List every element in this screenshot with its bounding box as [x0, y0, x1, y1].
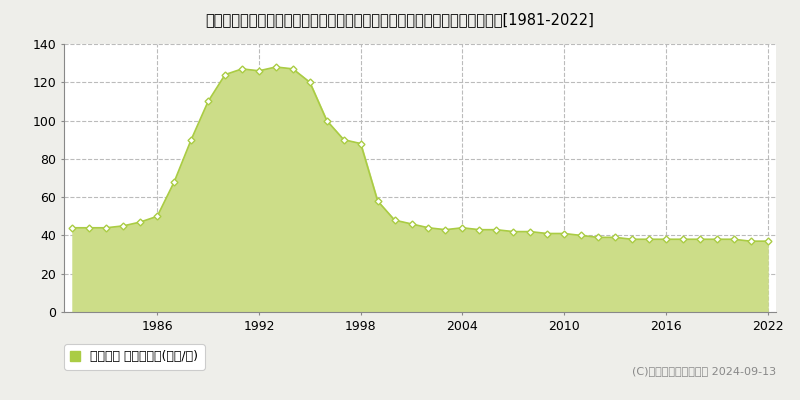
Text: 東京都西多摩郡瑞穂町大字笥根ケ崎字狭山１８８番６　地価公示　地価推移[1981-2022]: 東京都西多摩郡瑞穂町大字笥根ケ崎字狭山１８８番６ 地価公示 地価推移[1981-…: [206, 12, 594, 27]
Legend: 地価公示 平均坂単価(万円/坂): 地価公示 平均坂単価(万円/坂): [64, 344, 205, 370]
Text: (C)土地価格ドットコム 2024-09-13: (C)土地価格ドットコム 2024-09-13: [632, 366, 776, 376]
